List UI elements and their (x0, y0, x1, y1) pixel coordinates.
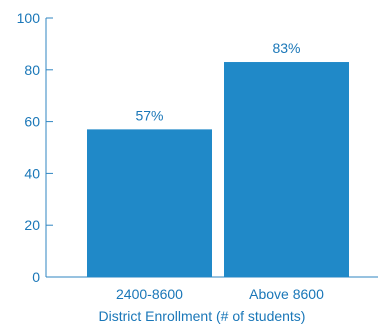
category-labels-group: 2400-8600 Above 8600 (116, 286, 324, 302)
bar-data-label: 83% (272, 40, 300, 56)
y-tick-label: 0 (32, 269, 40, 285)
category-label: Above 8600 (249, 286, 324, 302)
category-label: 2400-8600 (116, 286, 183, 302)
y-tick-label: 100 (17, 10, 41, 26)
bar (87, 129, 212, 277)
x-axis-title: District Enrollment (# of students) (99, 308, 306, 324)
bar (224, 62, 349, 277)
y-tick-label: 40 (24, 165, 40, 181)
y-tick-label: 60 (24, 114, 40, 130)
bars-group (87, 62, 349, 277)
y-axis: 0 20 40 60 80 100 (17, 10, 53, 285)
y-tick-label: 20 (24, 217, 40, 233)
bar-data-label: 57% (135, 107, 163, 123)
y-tick-label: 80 (24, 62, 40, 78)
